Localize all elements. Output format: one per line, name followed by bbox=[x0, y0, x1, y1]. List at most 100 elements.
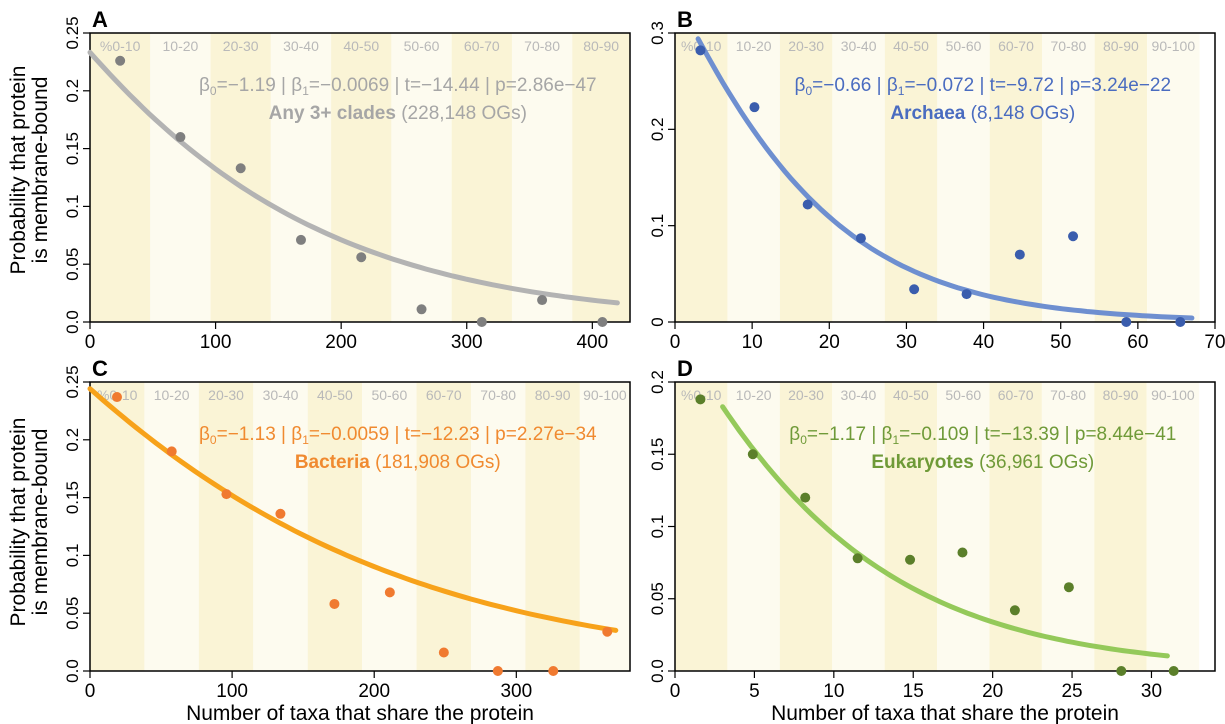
band-a bbox=[210, 33, 271, 322]
band-label-b: 30-40 bbox=[841, 38, 877, 54]
data-point-d bbox=[800, 492, 811, 503]
x-tick-label-a: 100 bbox=[200, 332, 232, 353]
x-tick-label-d: 10 bbox=[823, 681, 844, 702]
band-label-d: 70-80 bbox=[1050, 387, 1086, 403]
data-point-b bbox=[1121, 317, 1132, 327]
band-b bbox=[884, 33, 938, 322]
data-point-d bbox=[1009, 605, 1020, 616]
y-axis-label-bottom-line1: Probability that protein bbox=[7, 418, 30, 627]
y-tick-label-b: 0.2 bbox=[648, 118, 667, 142]
band-label-d: 80-90 bbox=[1103, 387, 1139, 403]
x-tick-label-b: 10 bbox=[742, 332, 763, 353]
x-tick-label-a: 200 bbox=[325, 332, 357, 353]
data-point-d bbox=[1168, 666, 1179, 676]
y-tick-label-a: 0.2 bbox=[63, 79, 82, 103]
band-label-a: 70-80 bbox=[524, 38, 560, 54]
data-point-c bbox=[548, 666, 559, 676]
data-point-b bbox=[961, 289, 972, 300]
data-point-a bbox=[537, 295, 548, 306]
x-tick-label-b: 20 bbox=[819, 332, 840, 353]
x-axis-label-right: Number of taxa that share the protein bbox=[771, 702, 1119, 724]
band-b bbox=[832, 33, 885, 322]
band-label-a: 10-20 bbox=[163, 38, 199, 54]
band-b bbox=[989, 33, 1043, 322]
band-d bbox=[675, 382, 728, 671]
band-label-b: 80-90 bbox=[1103, 38, 1139, 54]
fit-curve-c bbox=[87, 386, 619, 633]
band-a bbox=[90, 33, 151, 322]
band-d bbox=[1146, 382, 1200, 671]
band-label-d: 90-100 bbox=[1151, 387, 1195, 403]
band-d bbox=[937, 382, 990, 671]
band-label-a: 50-60 bbox=[404, 38, 440, 54]
data-point-b bbox=[1068, 231, 1079, 242]
data-point-c bbox=[112, 392, 122, 403]
y-tick-label-a: 0.15 bbox=[63, 132, 82, 165]
fit-curve-b bbox=[695, 36, 1195, 321]
band-b bbox=[1094, 33, 1148, 322]
band-label-c: 30-40 bbox=[263, 387, 299, 403]
data-point-d bbox=[852, 553, 863, 564]
band-b bbox=[1042, 33, 1095, 322]
data-point-b bbox=[909, 284, 920, 295]
data-point-a bbox=[476, 317, 487, 327]
band-label-c: 80-90 bbox=[535, 387, 571, 403]
band-label-c: 60-70 bbox=[426, 387, 462, 403]
x-tick-label-d: 30 bbox=[1141, 681, 1162, 702]
band-a bbox=[331, 33, 392, 322]
plot-frame-a bbox=[89, 32, 631, 323]
band-label-d: 20-30 bbox=[788, 387, 824, 403]
x-tick-label-c: 300 bbox=[500, 681, 532, 702]
x-tick-label-b: 30 bbox=[896, 332, 917, 353]
x-tick-label-b: 60 bbox=[1127, 332, 1148, 353]
panel-a: %0-10 10-20 20-30 30-40 40-50 50-60 60-70 70-80… bbox=[63, 7, 631, 353]
panel-d: %0-1010-2020-3030-4040-5050-6060-7070-80… bbox=[648, 356, 1216, 702]
band-b bbox=[727, 33, 780, 322]
y-axis-label-bottom-line2: is membrane-bound bbox=[29, 429, 52, 616]
stats-annotation-c: β0=−1.13 | β1=−0.0059 | t=−12.23 | p=2.2… bbox=[199, 424, 597, 447]
band-a bbox=[270, 33, 332, 322]
stats-annotation-d: β0=−1.17 | β1=−0.109 | t=−13.39 | p=8.44… bbox=[789, 424, 1176, 447]
band-label-c: 40-50 bbox=[317, 387, 353, 403]
data-point-d bbox=[1116, 666, 1127, 676]
y-tick-label-d: 0.1 bbox=[648, 515, 667, 539]
x-tick-label-d: 25 bbox=[1061, 681, 1082, 702]
data-point-d bbox=[905, 554, 916, 565]
clade-title-d: Eukaryotes (36,961 OGs) bbox=[871, 452, 1094, 473]
band-a bbox=[451, 33, 512, 322]
band-label-a: 60-70 bbox=[464, 38, 500, 54]
band-label-b: 60-70 bbox=[998, 38, 1034, 54]
band-label-c: 20-30 bbox=[208, 387, 244, 403]
stats-annotation-a: β0=−1.19 | β1=−0.0069 | t=−14.44 | p=2.8… bbox=[199, 75, 597, 98]
x-tick-label-d: 0 bbox=[670, 681, 681, 702]
band-c bbox=[362, 382, 417, 671]
data-point-c bbox=[166, 446, 177, 457]
x-axis-label-left: Number of taxa that share the protein bbox=[186, 702, 534, 724]
x-tick-label-c: 200 bbox=[358, 681, 390, 702]
x-tick-label-b: 0 bbox=[670, 332, 681, 353]
band-label-a: 40-50 bbox=[343, 38, 379, 54]
data-point-a bbox=[356, 252, 367, 263]
y-tick-label-c: 0.05 bbox=[63, 597, 82, 630]
band-label-c: 90-100 bbox=[583, 387, 627, 403]
data-point-c bbox=[602, 626, 613, 637]
data-point-c bbox=[492, 666, 503, 676]
data-point-a bbox=[597, 317, 608, 327]
band-label-b: 40-50 bbox=[893, 38, 929, 54]
y-tick-label-b: 0.3 bbox=[648, 21, 667, 45]
band-b bbox=[937, 33, 990, 322]
band-c bbox=[144, 382, 199, 671]
band-label-d: 30-40 bbox=[841, 387, 877, 403]
band-d bbox=[884, 382, 938, 671]
x-tick-label-d: 5 bbox=[749, 681, 760, 702]
clade-title-a: Any 3+ clades (228,148 OGs) bbox=[269, 103, 527, 124]
x-tick-label-b: 40 bbox=[973, 332, 994, 353]
band-a bbox=[150, 33, 211, 322]
data-point-c bbox=[384, 587, 395, 598]
data-point-b bbox=[695, 45, 706, 56]
data-point-a bbox=[235, 163, 246, 174]
x-tick-label-a: 300 bbox=[451, 332, 483, 353]
data-point-d bbox=[747, 449, 758, 460]
band-label-c: 50-60 bbox=[371, 387, 407, 403]
